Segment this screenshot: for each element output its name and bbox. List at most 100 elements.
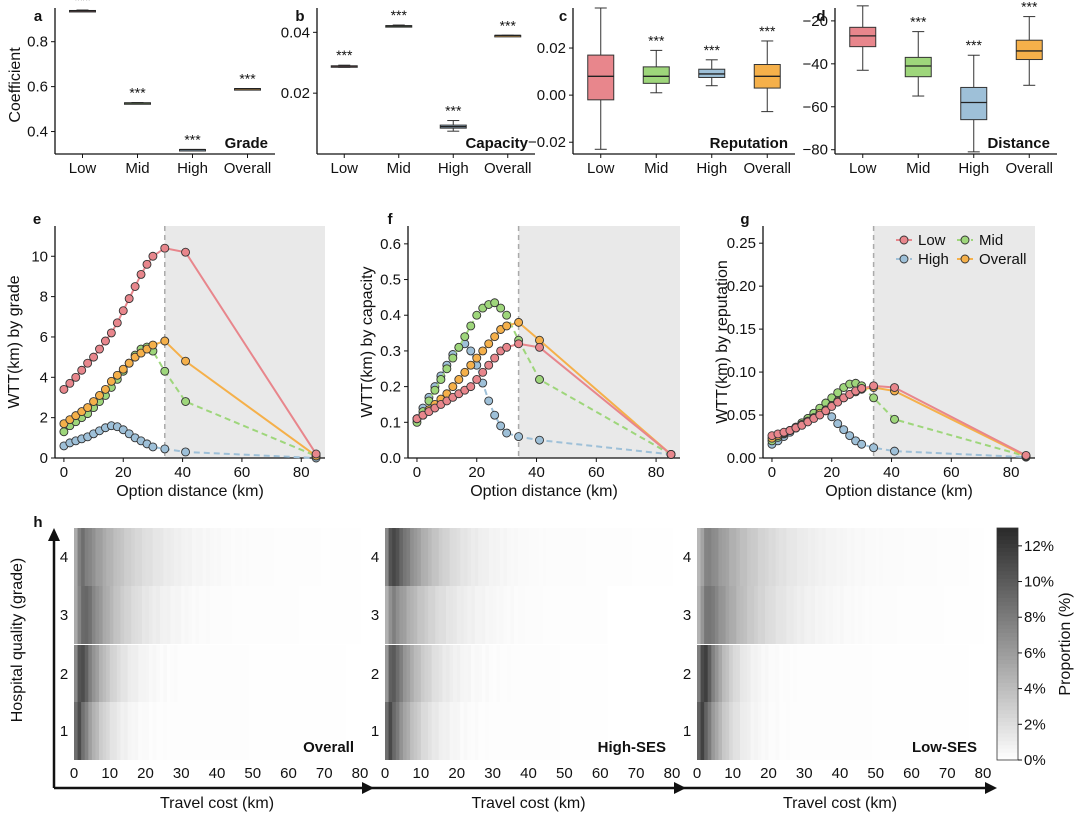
heatmap-cell: [932, 645, 938, 703]
heatmap-cell: [936, 702, 941, 760]
heatmap-cell: [95, 586, 100, 644]
y-tick-label: 0.15: [727, 321, 756, 338]
heatmap-cell: [227, 528, 232, 586]
heatmap-cell: [582, 528, 587, 586]
heatmap-cell: [614, 702, 619, 760]
heatmap-cell: [797, 645, 802, 703]
heatmap-cell: [650, 586, 655, 644]
heatmap-cell: [882, 586, 888, 644]
heatmap-cell: [886, 702, 891, 760]
heatmap-cell: [109, 586, 114, 644]
heatmap-cell: [306, 702, 311, 760]
heatmap-cell: [596, 645, 601, 703]
significance-label: ***: [759, 23, 776, 39]
heatmap-cell: [395, 702, 400, 760]
heatmap-cell: [711, 528, 716, 586]
heatmap-cell: [650, 528, 655, 586]
heatmap-cell: [822, 528, 827, 586]
grade-tick-label: 1: [371, 723, 379, 740]
point-overall: [460, 367, 470, 377]
heatmap-cell: [84, 645, 89, 703]
y-arrow-head: [48, 528, 60, 541]
heatmap-cell: [284, 586, 290, 644]
point-low: [478, 367, 488, 377]
heatmap-cell: [725, 528, 730, 586]
point-low: [869, 381, 879, 391]
point-low: [89, 352, 99, 362]
heatmap-cell: [961, 528, 966, 586]
heatmap-cell: [131, 645, 136, 703]
heatmap-cell: [979, 645, 984, 703]
heatmap-cell: [782, 702, 787, 760]
heatmap-cell: [281, 645, 286, 703]
y-tick-label: 0.04: [281, 24, 310, 41]
heatmap-cell: [428, 645, 433, 703]
heatmap-cell: [496, 702, 501, 760]
y-tick-label: 0.00: [537, 87, 566, 104]
heatmap-cell: [402, 702, 408, 760]
point-overall: [478, 346, 488, 356]
heatmap-cell: [99, 586, 104, 644]
heatmap-cell: [957, 586, 963, 644]
heatmap-cell: [825, 702, 830, 760]
heatmap-row-grade-4: [697, 528, 984, 586]
heatmap-cell: [843, 586, 848, 644]
heatmap-cell: [234, 586, 240, 644]
heatmap-cell: [739, 586, 745, 644]
heatmap-cell: [317, 645, 322, 703]
heatmap-cell: [614, 528, 619, 586]
heatmap-cell: [593, 586, 598, 644]
heatmap-cell: [850, 702, 855, 760]
point-low: [827, 401, 837, 411]
heatmap-cell: [732, 528, 737, 586]
heatmap-cell: [156, 645, 161, 703]
heatmap-cell: [274, 645, 279, 703]
heatmap-cell: [152, 586, 157, 644]
heatmap-cell: [309, 702, 315, 760]
heatmap-cell: [399, 586, 404, 644]
colorbar-segment: [997, 717, 1018, 722]
heatmap-cell: [560, 645, 565, 703]
heatmap-cell: [238, 645, 243, 703]
heatmap-cell: [417, 645, 422, 703]
heatmap-cell: [352, 645, 358, 703]
heatmap-cell: [138, 586, 143, 644]
heatmap-cell: [206, 702, 211, 760]
heatmap-cell: [238, 702, 243, 760]
panel-title: Reputation: [710, 135, 788, 152]
heatmap-row-grade-1: [697, 702, 984, 760]
heatmap-cell: [327, 702, 332, 760]
heatmap-cell: [886, 586, 891, 644]
heatmap-cell: [754, 528, 759, 586]
colorbar-segment: [997, 582, 1018, 587]
heatmap-cell: [585, 528, 591, 586]
heatmap-cell: [950, 586, 955, 644]
heatmap-cell: [127, 528, 132, 586]
significance-label: ***: [593, 0, 610, 6]
heatmap-cell: [342, 528, 347, 586]
heatmap-cell: [467, 702, 472, 760]
heatmap-cell: [847, 702, 852, 760]
point-low: [118, 306, 128, 316]
heatmap-cell: [560, 586, 565, 644]
heatmap-cell: [320, 586, 325, 644]
colorbar-segment: [997, 574, 1018, 579]
heatmap-cell: [345, 528, 350, 586]
heatmap-cell: [149, 645, 154, 703]
heatmap-cell: [600, 528, 605, 586]
x-tick-label: 80: [1003, 464, 1020, 481]
heatmap-cell: [882, 702, 888, 760]
heatmap-cell: [503, 702, 508, 760]
heatmap-cell: [553, 702, 558, 760]
heatmap-cell: [904, 528, 909, 586]
heatmap-cell: [252, 528, 257, 586]
heatmap-row-grade-4: [385, 528, 673, 586]
heatmap-cell: [907, 702, 913, 760]
colorbar-segment: [997, 620, 1018, 626]
heatmap-row-grade-3: [697, 586, 984, 644]
heatmap-cell: [124, 586, 129, 644]
colorbar-segment: [997, 686, 1018, 691]
heatmap-cell: [593, 702, 598, 760]
heatmap-cell: [499, 702, 504, 760]
colorbar-frame: [996, 527, 1019, 761]
